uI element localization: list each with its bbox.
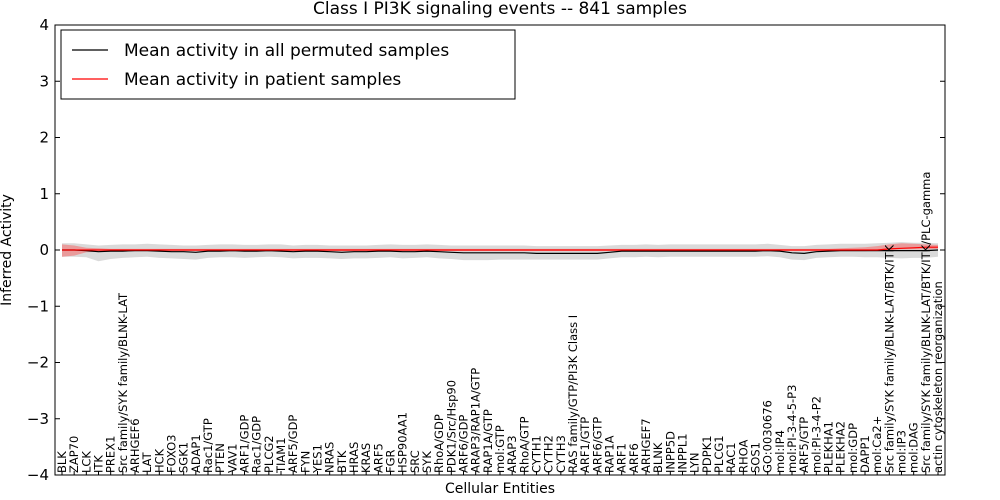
x-tick-label: ZAP70: [67, 436, 81, 473]
x-tick-label: mol:PI-3-4-5-P3: [785, 385, 799, 473]
y-tick-label: −3: [27, 410, 49, 428]
y-tick-label: 1: [39, 185, 49, 203]
x-tick-label: HCK: [152, 448, 166, 473]
x-tick-label: LAT: [140, 451, 154, 473]
x-tick-label: YES1: [311, 444, 325, 474]
x-tick-label: ARF6: [627, 443, 641, 473]
x-tick-label: BLNK: [651, 442, 665, 473]
x-tick-label: ARF5: [371, 443, 385, 473]
x-tick-label: mol:IP4: [773, 430, 787, 473]
x-tick-label: PLCG1: [712, 435, 726, 473]
x-tick-label: ITK: [92, 455, 106, 473]
x-tick-label: ARHGEF6: [128, 418, 142, 473]
x-tick-label: mol:DAG: [907, 422, 921, 473]
legend-label-patient: Mean activity in patient samples: [124, 70, 401, 90]
x-tick-label: RAP1A/GTP: [481, 409, 495, 473]
x-tick-label: HSP90AA1: [396, 412, 410, 473]
x-tick-label: ARAP3/RAP1A/GTP: [469, 368, 483, 473]
x-tick-label: RHOA: [736, 440, 750, 473]
x-tick-label: BLK: [55, 451, 69, 473]
x-tick-label: PDK1/Src/Hsp90: [444, 380, 458, 473]
x-tick-label: INPP5D: [663, 431, 677, 473]
x-tick-label: ARF6/GDP: [457, 415, 471, 473]
y-axis-label: Inferred Activity: [0, 194, 15, 306]
x-tick-label: CYTH1: [530, 435, 544, 473]
series-line-1: [62, 246, 938, 251]
x-tick-label: ARF1: [615, 443, 629, 473]
x-tick-label: VAV1: [225, 444, 239, 473]
x-tick-label: DAPP1: [858, 435, 872, 473]
x-tick-label: RAS family/GTP/PI3K Class I: [566, 315, 580, 473]
x-tick-label: mol:GDP: [846, 423, 860, 473]
series-band-0: [62, 242, 938, 262]
x-tick-label: SRC: [408, 450, 422, 473]
x-tick-label: FGR: [384, 449, 398, 473]
legend: Mean activity in all permuted samples Me…: [60, 29, 516, 100]
x-tick-label: CYTH3: [554, 435, 568, 473]
x-tick-label: RhoA/GDP: [432, 414, 446, 473]
x-tick-label: INPPL1: [676, 433, 690, 473]
x-tick-label: SYK: [420, 451, 434, 473]
series-lines: [62, 246, 939, 255]
x-tick-label: FOXO3: [165, 435, 179, 473]
x-tick-label: KRAS: [359, 443, 373, 473]
y-tick-label: −2: [27, 354, 49, 372]
y-tick-label: 2: [39, 129, 49, 147]
x-tick-label: mol:IP3: [895, 430, 909, 473]
x-tick-label: NRAS: [323, 442, 337, 473]
x-tick-label: ARF5/GTP: [797, 417, 811, 473]
x-tick-label: BTK: [335, 450, 349, 473]
x-tick-label: PDPK1: [700, 435, 714, 473]
x-tick-label: Src family/SYK family/BLNK-LAT/BTK/ITK: [882, 244, 896, 473]
x-tick-label: ARHGEF7: [639, 418, 653, 473]
x-tick-label: PREX1: [104, 436, 118, 473]
x-tick-label: ARAP3: [505, 435, 519, 473]
x-tick-label: Rac1/GDP: [250, 416, 264, 473]
x-tick-label: actin cytoskeleton reorganization: [931, 281, 945, 473]
y-tick-label: 0: [39, 241, 49, 259]
x-tick-label: RAC1: [724, 442, 738, 473]
x-tick-label: PTEN: [213, 443, 227, 473]
legend-label-permuted: Mean activity in all permuted samples: [124, 41, 449, 61]
x-tick-label: ARF5/GDP: [286, 415, 300, 473]
x-tick-label: ARF1/GTP: [578, 417, 592, 473]
x-tick-label: PLEKHA2: [834, 421, 848, 473]
x-tick-label: mol:PI-3-4-P2: [809, 396, 823, 473]
x-tick-label: RhoA/GTP: [517, 416, 531, 473]
y-tick-label: 3: [39, 72, 49, 90]
x-tick-label: SOS1: [749, 442, 763, 473]
x-tick-label: Src family/SYK family/BLNK-LAT: [116, 292, 130, 473]
x-axis-label: Cellular Entities: [445, 481, 555, 497]
x-tick-label: Rac1/GTP: [201, 418, 215, 473]
chart-title: Class I PI3K signaling events -- 841 sam…: [313, 0, 687, 19]
y-tick-label: 4: [39, 16, 49, 34]
x-tick-label: PLCG2: [262, 435, 276, 473]
x-tick-label: mol:GTP: [493, 425, 507, 473]
x-tick-label: HRAS: [347, 442, 361, 473]
x-tick-label: ADAP1: [189, 434, 203, 473]
x-tick-label: ARF1/GDP: [238, 415, 252, 473]
x-tick-label: mol:Ca2+: [870, 416, 884, 473]
x-tick-label: SGK1: [177, 442, 191, 473]
legend-box: [60, 29, 516, 100]
series-line-0: [62, 249, 939, 255]
x-tick-label: Src family/SYK family/BLNK-LAT/BTK/ITK/P…: [919, 172, 933, 473]
x-tick-label: PLEKHA1: [822, 421, 836, 473]
x-tick-label: LCK: [79, 451, 93, 473]
plot-frame: [54, 24, 946, 476]
x-tick-label: CYTH2: [542, 435, 556, 473]
x-tick-label: FYN: [298, 451, 312, 473]
y-tick-label: −4: [27, 466, 49, 484]
x-tick-label: ARF6/GTP: [590, 417, 604, 473]
y-tick-label: −1: [27, 297, 49, 315]
x-tick-label: LYN: [688, 452, 702, 473]
x-tick-label: TIAM1: [274, 437, 288, 474]
x-tick-label: RAP1A: [603, 435, 617, 473]
x-tick-label: GO:0030676: [761, 400, 775, 473]
